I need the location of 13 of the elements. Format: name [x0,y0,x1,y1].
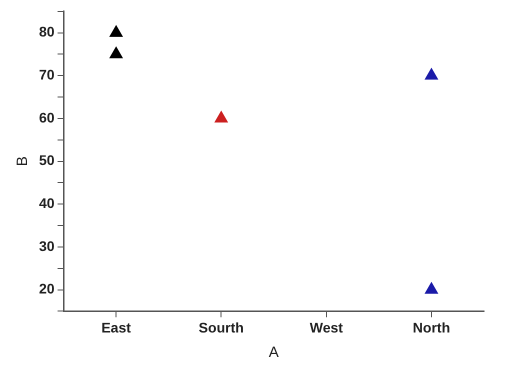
y-tick-label: 60 [38,109,55,126]
y-tick-label: 40 [38,194,55,211]
x-tick-label: East [101,319,132,336]
x-tick-label: Sourth [198,319,244,336]
y-tick-label: 50 [38,152,55,168]
y-axis-title: B [14,156,32,166]
x-axis-title: A [268,344,279,362]
y-tick-label: 70 [38,66,55,82]
y-tick-label: 80 [38,24,55,40]
x-tick-label: West [310,319,344,336]
y-tick-label: 20 [38,280,55,297]
y-tick-label: 30 [38,238,55,254]
x-tick-label: North [412,319,450,336]
